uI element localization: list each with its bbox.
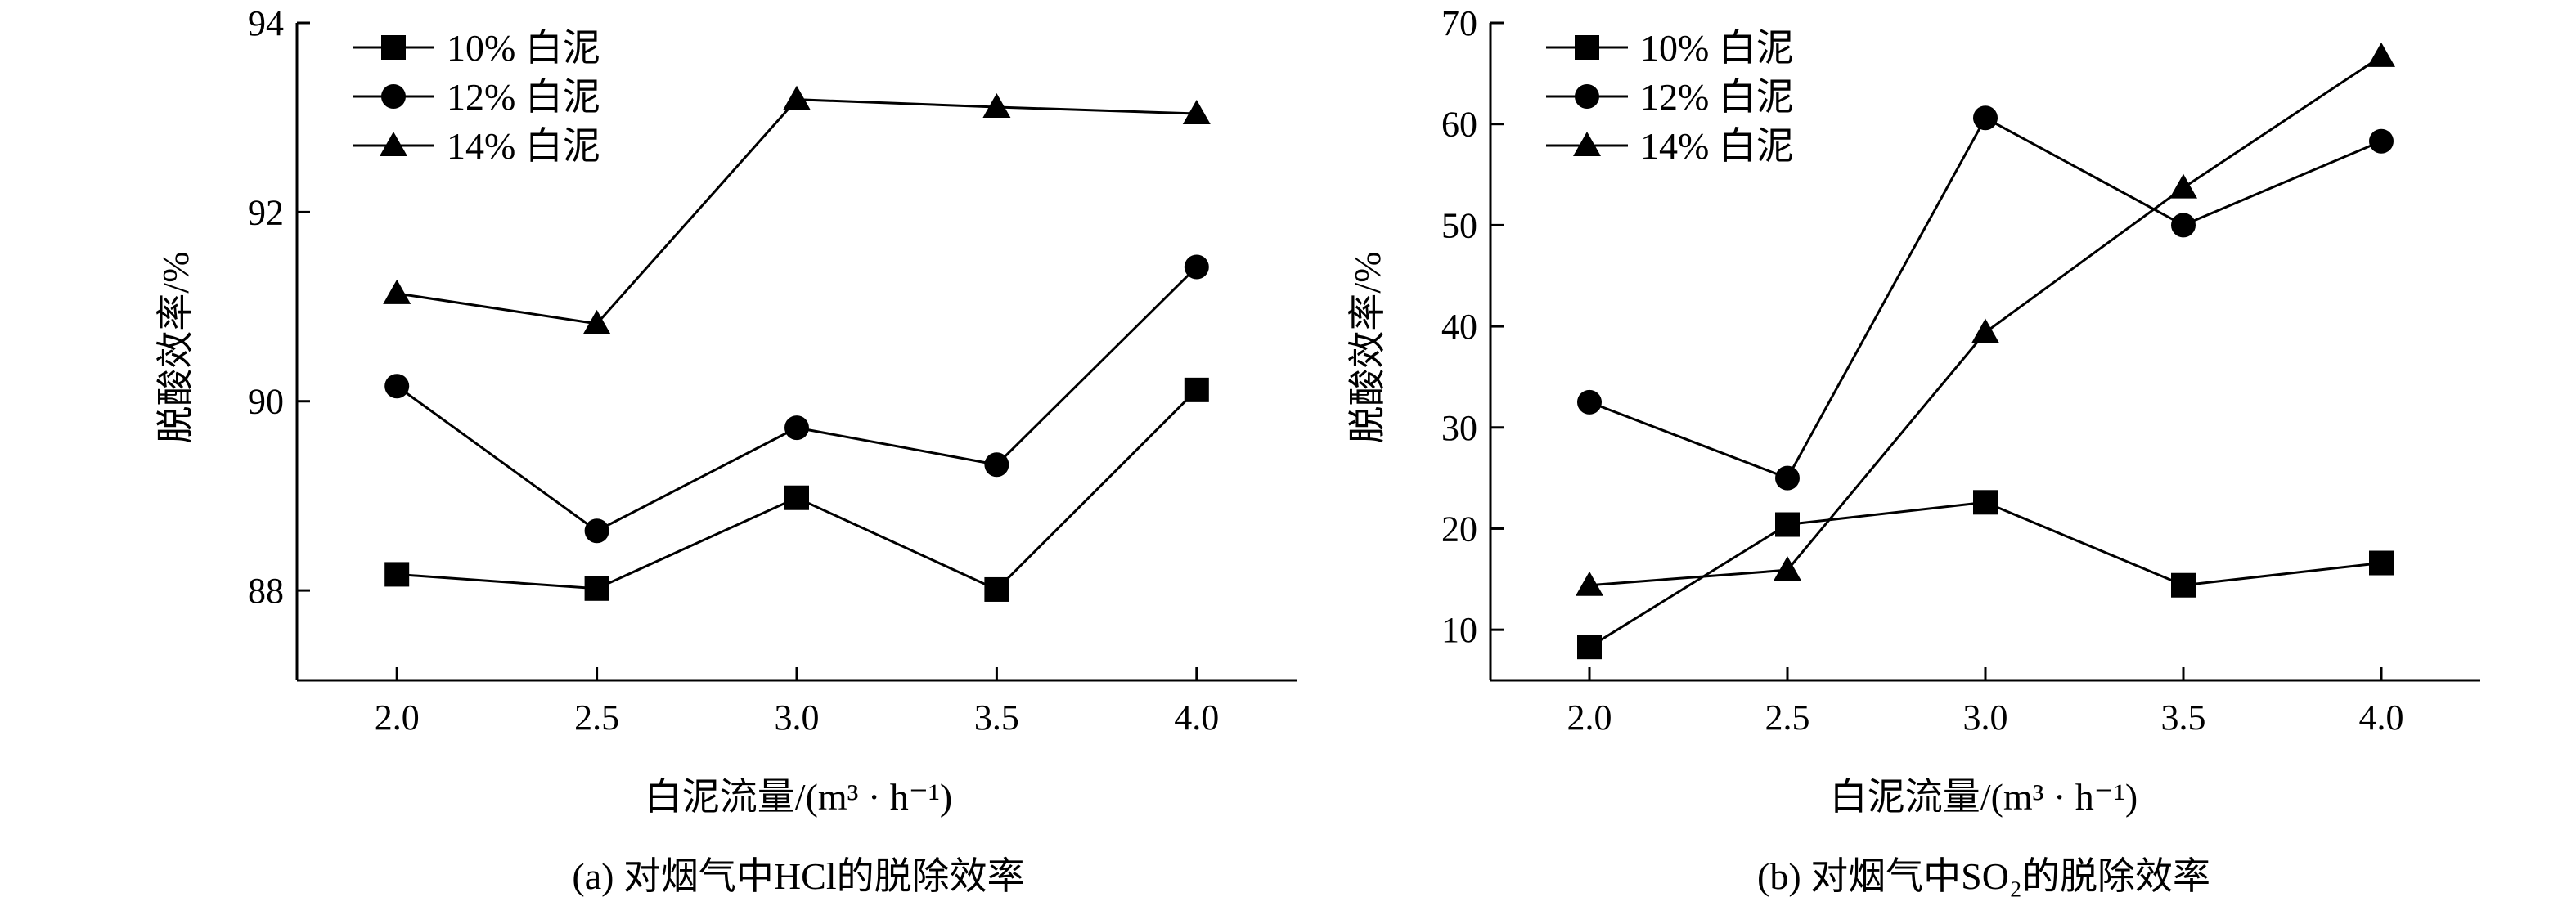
x-tick-label: 3.5 <box>2161 697 2206 738</box>
y-tick-label: 92 <box>248 192 284 232</box>
series-line <box>1589 116 2382 480</box>
data-point <box>584 518 609 544</box>
x-tick-label: 3.5 <box>974 697 1019 738</box>
legend-label: 12% 白泥 <box>447 76 600 118</box>
data-point <box>1182 100 1211 125</box>
data-point <box>383 279 411 304</box>
data-point <box>1184 254 1209 280</box>
legend-label: 10% 白泥 <box>1640 27 1794 69</box>
caption-a: (a) 对烟气中HCl的脱除效率 <box>572 855 1024 897</box>
data-point <box>1184 377 1209 402</box>
data-point <box>1973 490 1998 515</box>
y-tick-label: 50 <box>1441 205 1477 245</box>
x-axis-title: 白泥流量/(m³ · h⁻¹) <box>645 776 952 818</box>
data-point <box>2367 42 2395 67</box>
caption-b: (b) 对烟气中SO₂的脱除效率 <box>1757 855 2210 897</box>
data-point <box>1775 465 1800 491</box>
data-point <box>384 374 410 399</box>
data-point <box>783 85 811 110</box>
y-axis-title: 脱酸效率/% <box>155 251 196 443</box>
data-point <box>1577 389 1602 415</box>
data-point <box>1576 571 1603 596</box>
y-tick-label: 20 <box>1441 509 1477 549</box>
series-line <box>1589 500 2382 648</box>
x-tick-label: 2.5 <box>1765 697 1810 738</box>
x-tick-label: 2.5 <box>574 697 619 738</box>
y-tick-label: 10 <box>1441 610 1477 650</box>
x-tick-label: 3.0 <box>1963 697 2008 738</box>
x-tick-label: 4.0 <box>1174 697 1219 738</box>
legend-marker <box>1575 84 1599 109</box>
y-tick-label: 40 <box>1441 307 1477 347</box>
x-axis-title: 白泥流量/(m³ · h⁻¹) <box>1830 776 2138 818</box>
data-point <box>384 562 410 587</box>
data-point <box>1577 635 1602 660</box>
data-point <box>2369 128 2394 154</box>
data-point <box>984 576 1009 602</box>
x-tick-label: 2.0 <box>1567 697 1612 738</box>
legend-marker <box>381 35 406 60</box>
legend-marker <box>1573 132 1601 156</box>
legend-label: 10% 白泥 <box>447 27 600 69</box>
data-point <box>582 309 611 334</box>
y-tick-label: 60 <box>1441 105 1477 145</box>
y-tick-label: 88 <box>248 571 284 611</box>
legend-label: 14% 白泥 <box>447 125 600 167</box>
data-point <box>2171 572 2196 598</box>
data-point <box>984 452 1009 478</box>
chart-a: 88 90 92 94 2.0 2.5 3.0 3.5 4.0 脱酸效率/% 白泥流量/(m³ · … <box>155 3 1297 818</box>
y-tick-label: 90 <box>248 382 284 422</box>
data-point <box>784 415 809 441</box>
data-point <box>1774 556 1801 581</box>
legend-label: 12% 白泥 <box>1640 76 1794 118</box>
data-point <box>784 485 809 510</box>
x-tick-label: 3.0 <box>775 697 820 738</box>
data-point <box>2369 550 2394 576</box>
legend-marker <box>381 84 406 109</box>
data-point <box>982 92 1011 118</box>
x-tick-label: 2.0 <box>375 697 420 738</box>
legend-marker <box>380 132 407 156</box>
chart-b: 10 20 30 40 50 60 70 2.0 2.5 3.0 3.5 4.0 脱酸效率/% 白泥流量/… <box>1346 3 2480 818</box>
data-point <box>1973 105 1998 131</box>
data-point <box>584 576 609 601</box>
y-tick-label: 30 <box>1441 408 1477 448</box>
data-point <box>1775 512 1800 537</box>
x-tick-label: 4.0 <box>2359 697 2404 738</box>
data-point <box>1971 318 1999 343</box>
legend-marker <box>1575 35 1599 60</box>
data-point <box>2171 213 2196 238</box>
y-axis-title: 脱酸效率/% <box>1346 251 1388 443</box>
data-point <box>2169 173 2197 199</box>
y-tick-label: 94 <box>248 3 284 43</box>
legend-label: 14% 白泥 <box>1640 125 1794 167</box>
y-tick-label: 70 <box>1441 3 1477 43</box>
